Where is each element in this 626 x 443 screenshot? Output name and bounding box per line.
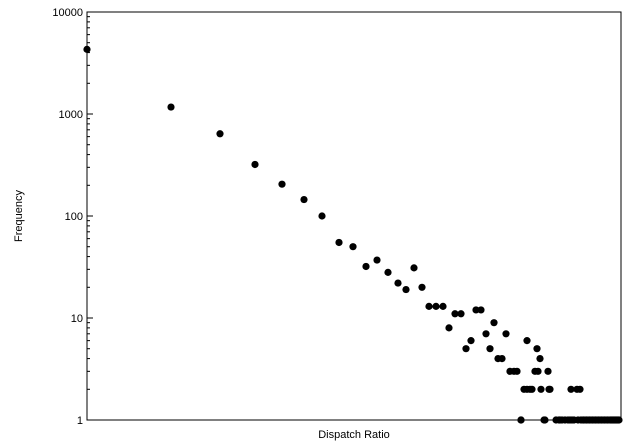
data-point: [523, 337, 531, 345]
data-point: [477, 306, 485, 314]
data-point: [300, 195, 308, 204]
data-point: [394, 279, 402, 287]
data-point: [410, 264, 418, 272]
data-point: [167, 103, 175, 111]
data-point: [216, 130, 224, 138]
data-point: [278, 180, 286, 188]
data-point: [536, 354, 544, 363]
data-point: [517, 416, 525, 424]
data-point: [425, 302, 433, 310]
y-tick-label: 100: [65, 211, 83, 223]
data-point: [467, 337, 475, 345]
data-point: [545, 385, 553, 393]
data-point: [498, 354, 506, 363]
data-points: [83, 45, 623, 424]
data-point: [335, 238, 343, 247]
y-tick-label: 10: [71, 313, 83, 325]
data-point: [318, 212, 326, 220]
y-tick-label: 1000: [59, 109, 83, 121]
data-point: [540, 416, 548, 424]
data-point: [349, 243, 357, 251]
data-point: [472, 306, 480, 314]
data-point: [534, 367, 542, 375]
data-point: [418, 283, 426, 291]
data-point: [583, 416, 591, 424]
data-point: [451, 310, 459, 318]
data-point: [457, 310, 465, 318]
data-point: [445, 324, 453, 332]
y-axis-ticks: [87, 11, 93, 421]
data-point: [384, 268, 392, 276]
data-point: [362, 262, 370, 271]
x-axis-label: Dispatch Ratio: [318, 429, 390, 441]
data-point: [373, 256, 381, 264]
data-point: [544, 367, 552, 375]
y-axis-label: Frequency: [13, 190, 25, 242]
data-point: [251, 160, 259, 169]
data-point: [576, 385, 584, 393]
y-axis-tick-labels: 1 10 100 1000 10000: [52, 7, 83, 427]
data-point: [439, 302, 447, 310]
data-point: [462, 345, 470, 353]
data-point: [556, 416, 564, 424]
data-point: [615, 416, 623, 424]
data-point: [568, 416, 576, 424]
data-point: [513, 367, 521, 375]
data-point: [482, 330, 490, 338]
data-point: [537, 385, 545, 393]
data-point: [402, 285, 410, 294]
data-point: [567, 385, 575, 393]
data-point: [533, 345, 541, 353]
data-point: [83, 45, 91, 53]
data-point: [490, 319, 498, 327]
data-point: [502, 330, 510, 338]
data-point: [528, 385, 536, 393]
data-point: [486, 345, 494, 353]
y-tick-label: 1: [77, 415, 83, 427]
data-point: [432, 302, 440, 310]
y-tick-label: 10000: [52, 7, 83, 19]
